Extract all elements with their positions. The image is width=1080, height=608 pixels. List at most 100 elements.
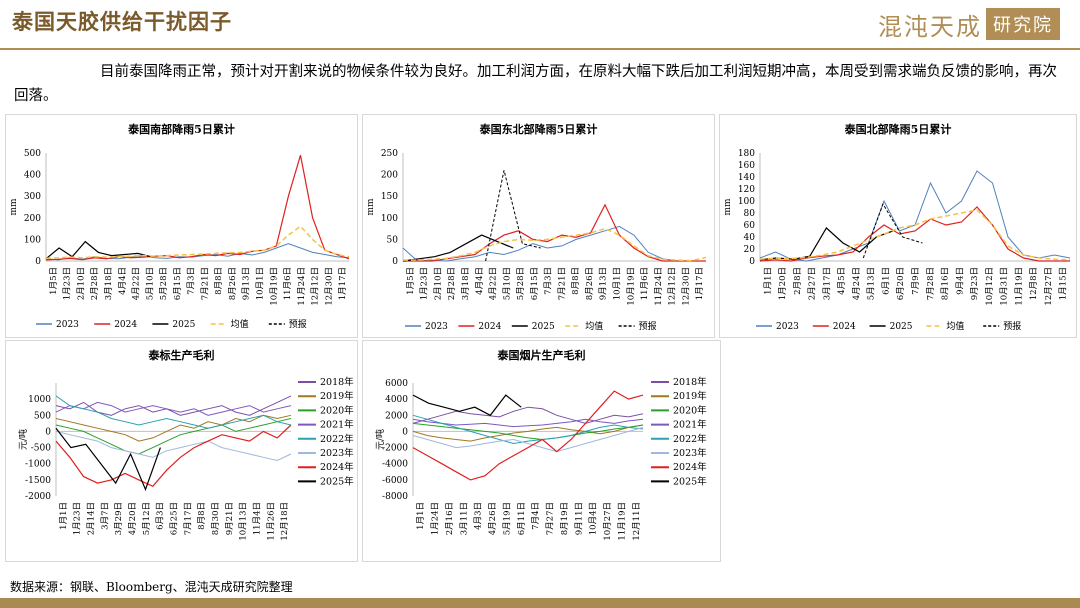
legend-label: 2023: [425, 322, 448, 332]
x-tick-label: 10月1日: [612, 267, 622, 300]
x-tick-label: 5月28日: [516, 267, 526, 300]
legend-label: 2019年: [320, 390, 354, 402]
y-tick-label: -1000: [25, 460, 51, 470]
series-line-2020年: [412, 422, 644, 441]
chart-panel-south-rain: 泰国南部降雨5日累计 0 100 200 300 400 500 mm 1月5日 1月23日 2月1…: [5, 114, 358, 338]
legend-label: 2020年: [673, 404, 707, 416]
legend-label: 均值: [231, 318, 249, 330]
footer-bar: [0, 598, 1080, 608]
legend-label: 2022年: [320, 433, 354, 445]
x-tick-label: 5月10日: [502, 267, 512, 300]
x-tick-label: 10月1日: [255, 267, 265, 300]
chart-panel-rss-margin: 泰国烟片生产毛利 -8000 -6000 -4000 -2000 0 2000 4000 600…: [362, 340, 721, 562]
y-tick-label: 1000: [28, 395, 51, 405]
x-tick-label: 3月7日: [100, 502, 110, 530]
legend-label: 2024: [478, 322, 501, 332]
x-tick-label: 11月4日: [252, 502, 262, 535]
y-tick-label: 80: [744, 209, 756, 219]
legend-label: 2023: [776, 322, 799, 332]
logo-box: 研究院: [986, 8, 1060, 40]
x-tick-label: 1月23日: [73, 502, 83, 535]
series-line-预报: [862, 202, 923, 259]
series-line-均值: [759, 209, 1071, 261]
x-tick-label: 3月29日: [114, 502, 124, 535]
y-tick-label: 400: [24, 171, 41, 181]
y-tick-label: -4000: [382, 460, 408, 470]
series-line-2019年: [412, 424, 644, 442]
x-tick-label: 7月17日: [183, 502, 193, 535]
x-tick-label: 8月30日: [211, 502, 221, 535]
x-tick-label: 4月26日: [488, 502, 498, 535]
x-tick-label: 12月12日: [668, 267, 678, 306]
series-line-2025年: [55, 427, 161, 492]
x-tick-label: 8月16日: [941, 267, 951, 300]
x-tick-label: 10月13日: [239, 502, 249, 541]
y-tick-label: 100: [381, 214, 398, 224]
legend-label: 2019年: [673, 390, 707, 402]
chart-title: 泰标生产毛利: [148, 348, 215, 362]
x-tick-label: 10月19日: [626, 267, 636, 306]
x-tick-label: 5月13日: [867, 267, 877, 300]
x-tick-label: 1月1日: [59, 502, 69, 530]
chart-rss-margin: 泰国烟片生产毛利 -8000 -6000 -4000 -2000 0 2000 4000 600…: [374, 348, 707, 541]
y-tick-label: 120: [738, 185, 755, 195]
series-line-预报: [485, 170, 541, 262]
x-tick-label: 3月18日: [461, 267, 471, 300]
x-tick-label: 11月26日: [266, 502, 276, 541]
y-tick-label: 200: [24, 214, 41, 224]
legend-label: 2024: [114, 320, 137, 330]
x-tick-label: 4月4日: [475, 267, 485, 295]
series-line-2022年: [55, 395, 292, 429]
x-tick-label: 9月13日: [599, 267, 609, 300]
y-tick-label: 500: [34, 411, 51, 421]
x-tick-label: 5月10日: [145, 267, 155, 300]
series-line-2024: [759, 206, 1070, 262]
legend-label: 2024年: [673, 461, 707, 473]
logo-text: 混沌天成: [878, 12, 982, 41]
series-line-2019年: [55, 414, 292, 442]
series-line-2025: [759, 227, 894, 261]
x-tick-label: 6月1日: [881, 267, 891, 295]
legend-label: 预报: [639, 320, 657, 332]
x-tick-label: 4月3日: [474, 502, 484, 530]
x-tick-label: 1月15日: [1059, 267, 1069, 300]
y-tick-label: 40: [744, 233, 756, 243]
x-tick-label: 10月4日: [589, 502, 599, 535]
y-tick-label: -6000: [382, 476, 408, 486]
x-tick-label: 1月5日: [406, 267, 416, 295]
chart-north-rain: 泰国北部降雨5日累计 0 20 40 60 80 100 120 140 160 180 mm 1月1日…: [723, 122, 1071, 332]
chart-south-rain: 泰国南部降雨5日累计 0 100 200 300 400 500 mm 1月5日 1月23日 2月1…: [9, 122, 350, 330]
x-tick-label: 5月12日: [142, 502, 152, 535]
series-line-均值: [403, 227, 707, 262]
legend-label: 2022年: [673, 433, 707, 445]
y-tick-label: 4000: [385, 395, 408, 405]
x-tick-label: 1月23日: [63, 267, 73, 300]
series-line-2020年: [55, 418, 292, 455]
legend-label: 2023: [56, 320, 79, 330]
x-tick-label: 11月24日: [297, 267, 307, 306]
x-tick-label: 1月5日: [49, 267, 59, 295]
x-tick-label: 1月20日: [778, 267, 788, 300]
legend-label: 预报: [1003, 320, 1021, 332]
x-tick-label: 6月15日: [530, 267, 540, 300]
x-tick-label: 5月28日: [159, 267, 169, 300]
legend-label: 2020年: [320, 404, 354, 416]
x-tick-label: 8月8日: [571, 267, 581, 295]
legend-label: 均值: [585, 320, 603, 332]
x-tick-label: 10月31日: [1000, 267, 1010, 306]
x-tick-label: 8月8日: [214, 267, 224, 295]
y-tick-label: 6000: [385, 379, 408, 389]
legend-label: 2023年: [673, 447, 707, 459]
data-source-note: 数据来源：钢联、Bloomberg、混沌天成研究院整理: [10, 580, 293, 594]
series-line-2021年: [55, 401, 292, 416]
x-tick-label: 2月14日: [87, 502, 97, 535]
chart-title: 泰国东北部降雨5日累计: [479, 122, 598, 136]
x-tick-label: 2月10日: [433, 267, 443, 300]
x-tick-label: 7月4日: [531, 502, 541, 530]
series-line-2024年: [55, 424, 292, 488]
x-tick-label: 11月19日: [617, 502, 627, 541]
brand-logo: 混沌天成 研究院: [878, 8, 1060, 41]
x-tick-label: 1月17日: [338, 267, 348, 300]
chart-title: 泰国烟片生产毛利: [497, 348, 586, 362]
legend-label: 2018年: [673, 376, 707, 388]
